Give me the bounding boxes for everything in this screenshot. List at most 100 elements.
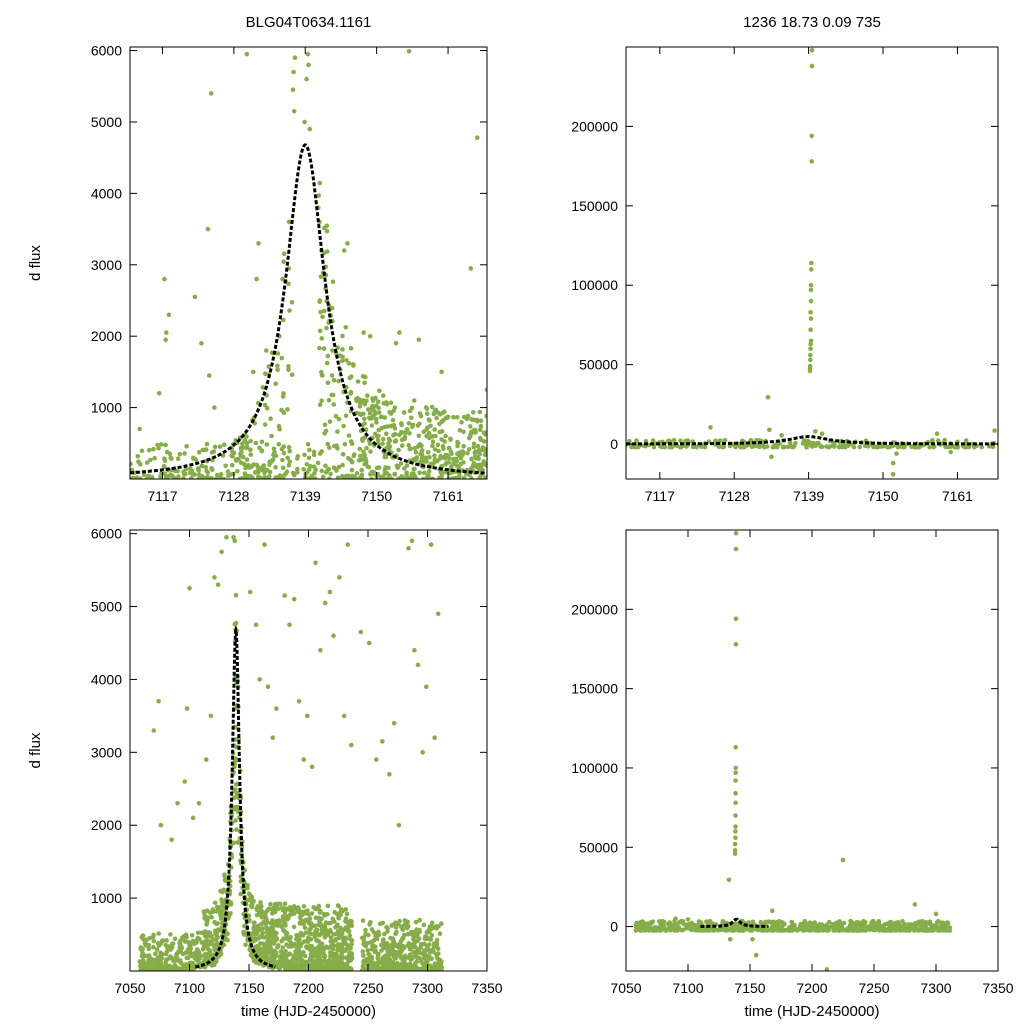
data-point (409, 471, 415, 477)
data-point (141, 954, 146, 960)
data-point (331, 402, 337, 407)
data-point (148, 955, 153, 961)
model-curve (626, 435, 998, 446)
data-point (309, 764, 315, 770)
data-point (344, 936, 349, 941)
data-point (478, 423, 484, 429)
data-point (789, 919, 794, 925)
data-point (660, 918, 665, 924)
data-point (244, 445, 249, 451)
data-point (824, 444, 829, 449)
x-tick-label: 7200 (796, 980, 827, 996)
data-point (410, 422, 416, 428)
data-point (339, 358, 345, 364)
data-point (732, 841, 738, 847)
data-point (170, 941, 175, 946)
data-point (388, 423, 394, 429)
data-point (399, 938, 404, 943)
data-point (158, 822, 164, 828)
data-point (847, 925, 852, 931)
data-point (635, 444, 641, 450)
data-point (325, 903, 331, 909)
data-point (212, 947, 217, 953)
data-point (315, 962, 321, 968)
data-point (429, 933, 435, 938)
data-point (931, 444, 936, 450)
data-point (316, 193, 322, 198)
data-point (219, 549, 224, 555)
x-tick-label: 7100 (672, 980, 703, 996)
data-point (212, 575, 217, 580)
data-point (313, 930, 319, 935)
data-point (711, 928, 716, 933)
data-point (263, 913, 268, 918)
plot-area (137, 535, 445, 971)
data-point (148, 457, 153, 463)
data-point (217, 444, 223, 450)
data-point (330, 279, 336, 285)
data-point (245, 882, 250, 888)
data-point (733, 770, 738, 775)
data-point (360, 918, 366, 923)
data-point (281, 450, 287, 456)
data-point (420, 951, 425, 956)
data-point (254, 912, 260, 918)
data-point (778, 928, 783, 933)
data-point (417, 955, 422, 961)
data-point (454, 463, 459, 468)
data-point (330, 348, 335, 353)
data-point (404, 475, 409, 479)
data-point (296, 909, 301, 915)
data-point (275, 367, 280, 373)
data-point (379, 942, 384, 948)
data-point (429, 404, 435, 410)
data-point (205, 470, 211, 475)
data-point (387, 438, 393, 444)
data-point (259, 439, 265, 445)
data-point (377, 388, 382, 394)
data-point (771, 921, 777, 927)
data-point (138, 947, 143, 952)
data-point (302, 925, 308, 931)
data-point (273, 475, 278, 479)
data-point (893, 928, 898, 933)
data-point (176, 948, 182, 954)
data-point (431, 461, 437, 466)
data-point (461, 429, 466, 435)
data-point (177, 451, 183, 457)
data-point (396, 447, 401, 453)
data-point (933, 911, 939, 917)
data-point (390, 417, 396, 423)
data-point (465, 413, 471, 419)
data-point (763, 919, 768, 925)
data-point (235, 840, 240, 845)
data-point (323, 945, 328, 950)
data-point (274, 930, 279, 936)
data-point (641, 926, 647, 932)
data-point (413, 964, 419, 969)
data-point (190, 815, 196, 821)
data-point (361, 937, 367, 943)
data-point (322, 600, 328, 606)
data-point (204, 441, 210, 447)
data-point (733, 835, 738, 840)
data-point (406, 545, 411, 551)
data-point (358, 453, 363, 459)
data-point (382, 467, 388, 473)
data-point (169, 837, 174, 843)
data-point (819, 431, 825, 437)
data-point (325, 353, 331, 359)
data-point (421, 922, 427, 928)
data-point (296, 966, 302, 971)
data-point (315, 938, 320, 943)
data-point (337, 575, 342, 580)
data-point (764, 444, 770, 449)
data-point (458, 461, 464, 467)
data-point (289, 944, 295, 949)
data-point (264, 442, 270, 447)
data-point (251, 924, 257, 930)
data-point (346, 361, 352, 366)
data-point (256, 908, 262, 914)
data-point (202, 447, 207, 453)
data-point (268, 901, 273, 907)
